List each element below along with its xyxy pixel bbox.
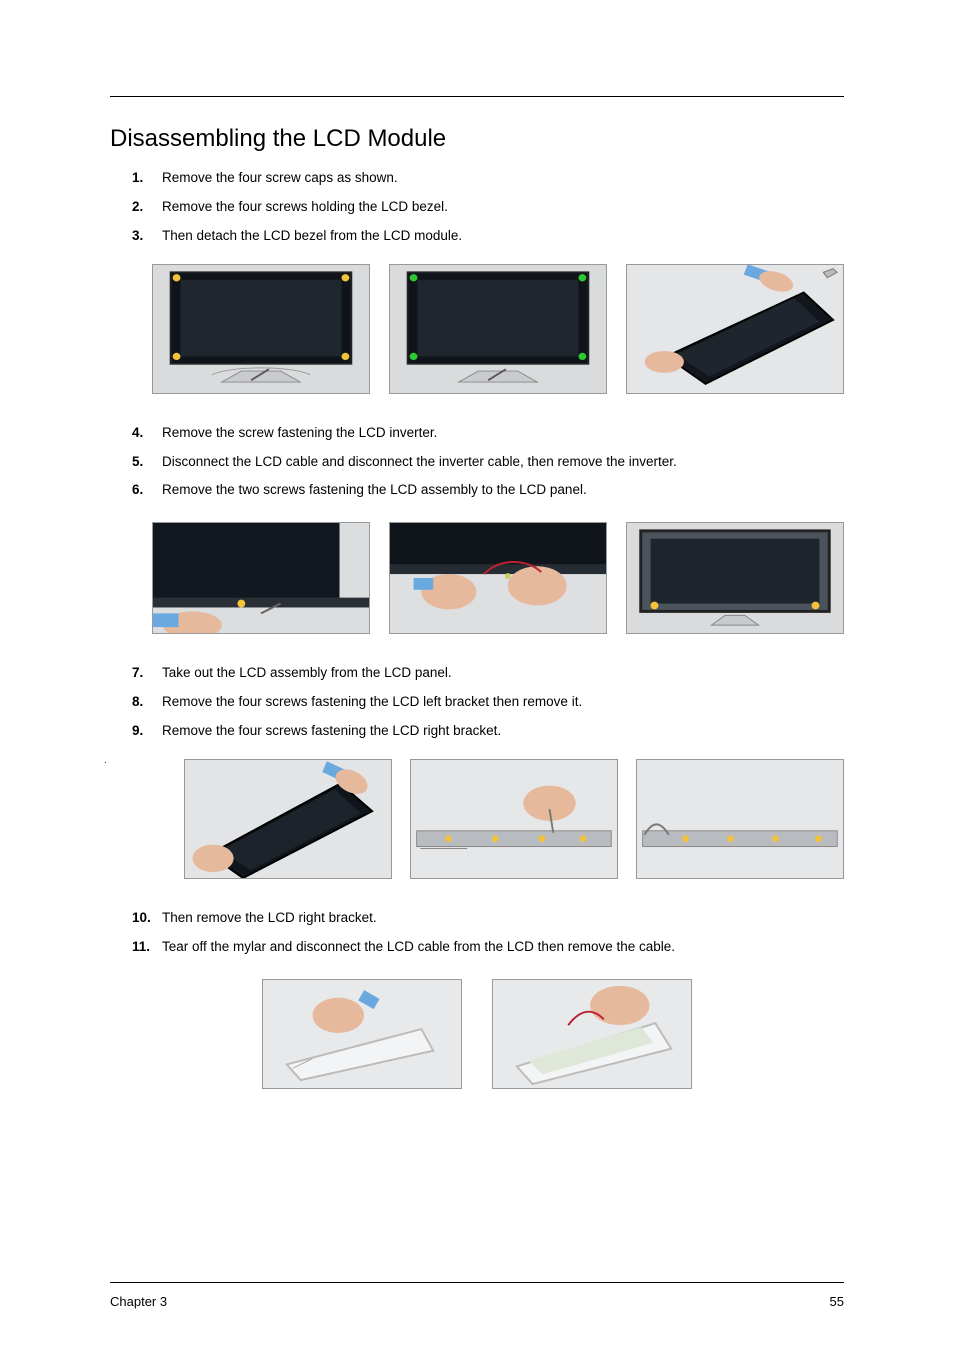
step-number: 2.	[132, 198, 162, 217]
steps-list-b: 4.Remove the screw fastening the LCD inv…	[110, 424, 844, 501]
step-number: 3.	[132, 227, 162, 246]
step-number: 11.	[132, 938, 162, 957]
step-text: Remove the four screws fastening the LCD…	[162, 693, 844, 712]
step-item: 6.Remove the two screws fastening the LC…	[110, 481, 844, 500]
stray-period: .	[104, 755, 107, 766]
step-item: 8.Remove the four screws fastening the L…	[110, 693, 844, 712]
step-item: 5.Disconnect the LCD cable and disconnec…	[110, 453, 844, 472]
step-text: Tear off the mylar and disconnect the LC…	[162, 938, 844, 957]
document-page: Disassembling the LCD Module 1.Remove th…	[0, 0, 954, 1351]
step-item: 10.Then remove the LCD right bracket.	[110, 909, 844, 928]
step-number: 8.	[132, 693, 162, 712]
step-text: Remove the two screws fastening the LCD …	[162, 481, 844, 500]
figure-1c	[626, 264, 844, 394]
step-number: 7.	[132, 664, 162, 683]
step-item: 4.Remove the screw fastening the LCD inv…	[110, 424, 844, 443]
step-number: 4.	[132, 424, 162, 443]
footer-rule	[110, 1282, 844, 1283]
step-number: 10.	[132, 909, 162, 928]
step-text: Remove the screw fastening the LCD inver…	[162, 424, 844, 443]
step-text: Remove the four screws holding the LCD b…	[162, 198, 844, 217]
section-heading: Disassembling the LCD Module	[110, 125, 844, 153]
page-footer: Chapter 3 55	[110, 1294, 844, 1309]
step-text: Remove the four screw caps as shown.	[162, 169, 844, 188]
figure-3a	[184, 759, 392, 879]
figure-row-1	[152, 264, 844, 394]
footer-chapter: Chapter 3	[110, 1294, 167, 1309]
figure-4a	[262, 979, 462, 1089]
figure-row-4	[110, 979, 844, 1089]
step-text: Then detach the LCD bezel from the LCD m…	[162, 227, 844, 246]
step-text: Remove the four screws fastening the LCD…	[162, 722, 844, 741]
steps-list-c: 7.Take out the LCD assembly from the LCD…	[110, 664, 844, 741]
steps-list-d: 10.Then remove the LCD right bracket.11.…	[110, 909, 844, 957]
step-item: 3.Then detach the LCD bezel from the LCD…	[110, 227, 844, 246]
figure-1b	[389, 264, 607, 394]
step-number: 1.	[132, 169, 162, 188]
header-rule	[110, 96, 844, 97]
step-item: 7.Take out the LCD assembly from the LCD…	[110, 664, 844, 683]
step-text: Take out the LCD assembly from the LCD p…	[162, 664, 844, 683]
figure-3b	[410, 759, 618, 879]
figure-row-3	[184, 759, 844, 879]
steps-list-a: 1.Remove the four screw caps as shown.2.…	[110, 169, 844, 246]
footer-page-number: 55	[830, 1294, 844, 1309]
figure-2b	[389, 522, 607, 634]
step-number: 6.	[132, 481, 162, 500]
step-number: 9.	[132, 722, 162, 741]
step-item: 9.Remove the four screws fastening the L…	[110, 722, 844, 741]
step-item: 1.Remove the four screw caps as shown.	[110, 169, 844, 188]
step-item: 2.Remove the four screws holding the LCD…	[110, 198, 844, 217]
figure-2a	[152, 522, 370, 634]
step-item: 11.Tear off the mylar and disconnect the…	[110, 938, 844, 957]
step-text: Then remove the LCD right bracket.	[162, 909, 844, 928]
figure-4b	[492, 979, 692, 1089]
figure-3c	[636, 759, 844, 879]
step-text: Disconnect the LCD cable and disconnect …	[162, 453, 844, 472]
step-number: 5.	[132, 453, 162, 472]
figure-2c	[626, 522, 844, 634]
figure-1a	[152, 264, 370, 394]
figure-row-2	[152, 522, 844, 634]
